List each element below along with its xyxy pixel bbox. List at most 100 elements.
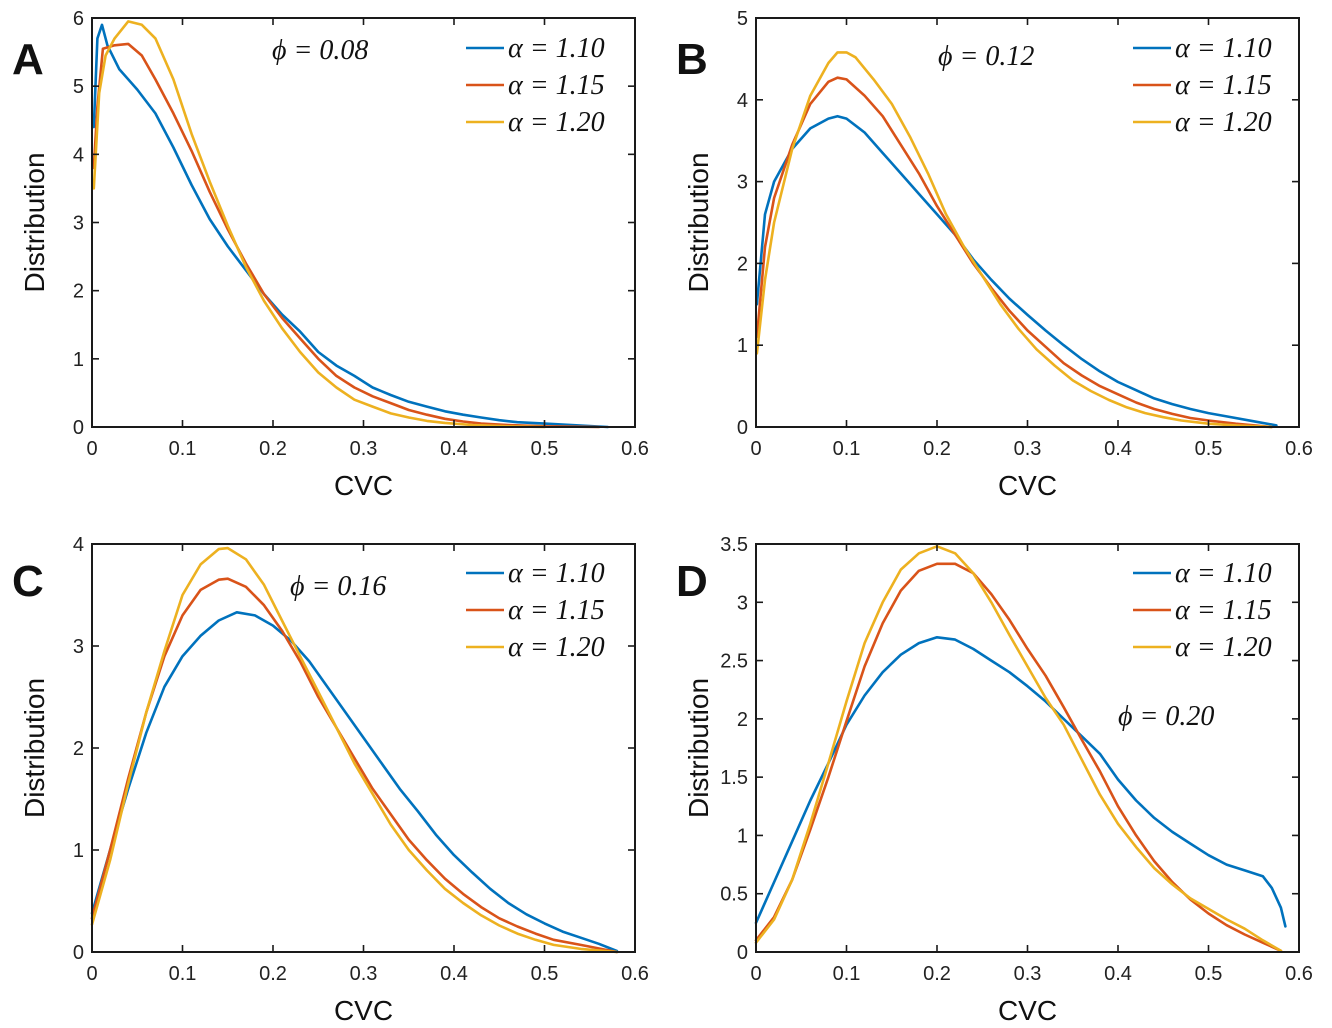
y-tick-label: 6 bbox=[73, 8, 84, 30]
y-tick-label: 5 bbox=[73, 76, 84, 98]
x-tick-label: 0.5 bbox=[1195, 438, 1223, 460]
legend: α = 1.10 α = 1.15 α = 1.20 bbox=[466, 33, 605, 138]
y-tick-label: 1 bbox=[73, 349, 84, 371]
x-axis-title: CVC bbox=[998, 470, 1057, 501]
y-axis-title: Distribution bbox=[683, 152, 714, 292]
x-tick-label: 0.5 bbox=[1195, 963, 1223, 985]
series-group bbox=[90, 546, 619, 954]
series-line-2 bbox=[92, 42, 601, 429]
y-tick-label: 2 bbox=[737, 253, 748, 275]
x-tick-label: 0.2 bbox=[259, 963, 287, 985]
x-tick-label: 0 bbox=[86, 438, 97, 460]
x-tick-label: 0.6 bbox=[1285, 963, 1313, 985]
series-group bbox=[754, 545, 1287, 953]
legend-label: α = 1.10 bbox=[1175, 33, 1272, 64]
x-tick-label: 0.4 bbox=[1104, 963, 1132, 985]
panel-a: 0 0.1 0.2 0.3 0.4 0.5 0.6 0 1 2 3 4 5 6 CVC Distributio… bbox=[12, 8, 649, 501]
x-tick-label: 0.4 bbox=[1104, 438, 1132, 460]
legend: α = 1.10 α = 1.15 α = 1.20 bbox=[466, 558, 605, 663]
y-tick-label: 3.5 bbox=[720, 534, 748, 556]
x-tick-label: 0.2 bbox=[923, 438, 951, 460]
y-tick-label: 3 bbox=[73, 636, 84, 658]
series-line-3 bbox=[92, 20, 546, 429]
y-tick-label: 2 bbox=[737, 709, 748, 731]
x-tick-label: 0 bbox=[750, 438, 761, 460]
x-tick-label: 0.4 bbox=[440, 438, 468, 460]
x-axis-title: CVC bbox=[334, 995, 393, 1026]
x-tick-label: 0.3 bbox=[350, 438, 378, 460]
series-line-3 bbox=[755, 51, 1274, 429]
legend-label: α = 1.15 bbox=[508, 595, 605, 626]
y-tick-label: 3 bbox=[737, 172, 748, 194]
x-tick-label: 0 bbox=[86, 963, 97, 985]
y-tick-label: 5 bbox=[737, 8, 748, 30]
series-line-1 bbox=[754, 636, 1287, 928]
y-tick-label: 3 bbox=[737, 592, 748, 614]
series-line-1 bbox=[92, 23, 610, 429]
series-line-1 bbox=[755, 114, 1278, 427]
y-tick-label: 2 bbox=[73, 281, 84, 303]
legend-label: α = 1.10 bbox=[508, 558, 605, 589]
x-tick-label: 0 bbox=[750, 963, 761, 985]
x-tick-label: 0.2 bbox=[923, 963, 951, 985]
x-tick-label: 0.4 bbox=[440, 963, 468, 985]
x-tick-label: 0.5 bbox=[531, 438, 559, 460]
x-tick-label: 0.6 bbox=[621, 438, 649, 460]
phi-annotation: ϕ = 0.12 bbox=[938, 41, 1034, 72]
x-tick-label: 0.6 bbox=[1285, 438, 1313, 460]
x-tick-label: 0.5 bbox=[531, 963, 559, 985]
legend-label: α = 1.20 bbox=[508, 107, 605, 138]
series-line-2 bbox=[754, 562, 1283, 953]
x-tick-label: 0.1 bbox=[169, 963, 197, 985]
y-tick-label: 4 bbox=[73, 144, 84, 166]
series-group bbox=[755, 51, 1278, 429]
series-line-1 bbox=[90, 611, 619, 953]
y-tick-label: 0.5 bbox=[720, 884, 748, 906]
x-tick-label: 0.3 bbox=[1014, 963, 1042, 985]
x-axis-title: CVC bbox=[998, 995, 1057, 1026]
phi-annotation: ϕ = 0.20 bbox=[1118, 701, 1214, 732]
legend-label: α = 1.10 bbox=[508, 33, 605, 64]
legend-label: α = 1.20 bbox=[1175, 632, 1272, 663]
y-tick-label: 1.5 bbox=[720, 767, 748, 789]
y-tick-label: 2 bbox=[73, 738, 84, 760]
y-axis-title: Distribution bbox=[19, 678, 50, 818]
x-tick-label: 0.1 bbox=[833, 963, 861, 985]
series-line-3 bbox=[90, 546, 619, 954]
x-tick-label: 0.2 bbox=[259, 438, 287, 460]
x-tick-label: 0.6 bbox=[621, 963, 649, 985]
x-axis-title: CVC bbox=[334, 470, 393, 501]
y-tick-label: 0 bbox=[737, 942, 748, 964]
x-tick-label: 0.1 bbox=[169, 438, 197, 460]
y-tick-label: 3 bbox=[73, 213, 84, 235]
y-tick-label: 1 bbox=[737, 825, 748, 847]
legend-label: α = 1.15 bbox=[508, 70, 605, 101]
legend-label: α = 1.10 bbox=[1175, 558, 1272, 589]
x-tick-label: 0.3 bbox=[1014, 438, 1042, 460]
legend-label: α = 1.15 bbox=[1175, 70, 1272, 101]
y-tick-label: 0 bbox=[73, 942, 84, 964]
panel-letter: D bbox=[676, 557, 708, 606]
legend-label: α = 1.15 bbox=[1175, 595, 1272, 626]
panel-b: 0 0.1 0.2 0.3 0.4 0.5 0.6 0 1 2 3 4 5 CVC Distribution… bbox=[676, 8, 1313, 501]
y-tick-label: 0 bbox=[737, 417, 748, 439]
legend: α = 1.10 α = 1.15 α = 1.20 bbox=[1133, 33, 1272, 138]
phi-annotation: ϕ = 0.16 bbox=[290, 571, 386, 602]
series-line-3 bbox=[754, 545, 1283, 953]
y-tick-label: 1 bbox=[737, 335, 748, 357]
panel-letter: A bbox=[12, 35, 44, 84]
x-tick-label: 0.1 bbox=[833, 438, 861, 460]
y-tick-label: 1 bbox=[73, 840, 84, 862]
y-axis-title: Distribution bbox=[683, 678, 714, 818]
legend-label: α = 1.20 bbox=[508, 632, 605, 663]
x-tick-label: 0.3 bbox=[350, 963, 378, 985]
y-tick-label: 4 bbox=[73, 534, 84, 556]
panel-c: 0 0.1 0.2 0.3 0.4 0.5 0.6 0 1 2 3 4 CVC Distribution C… bbox=[12, 534, 649, 1026]
y-tick-label: 4 bbox=[737, 90, 748, 112]
y-tick-label: 0 bbox=[73, 417, 84, 439]
phi-annotation: ϕ = 0.08 bbox=[272, 35, 368, 66]
legend-label: α = 1.20 bbox=[1175, 107, 1272, 138]
y-axis-title: Distribution bbox=[19, 152, 50, 292]
legend: α = 1.10 α = 1.15 α = 1.20 bbox=[1133, 558, 1272, 663]
